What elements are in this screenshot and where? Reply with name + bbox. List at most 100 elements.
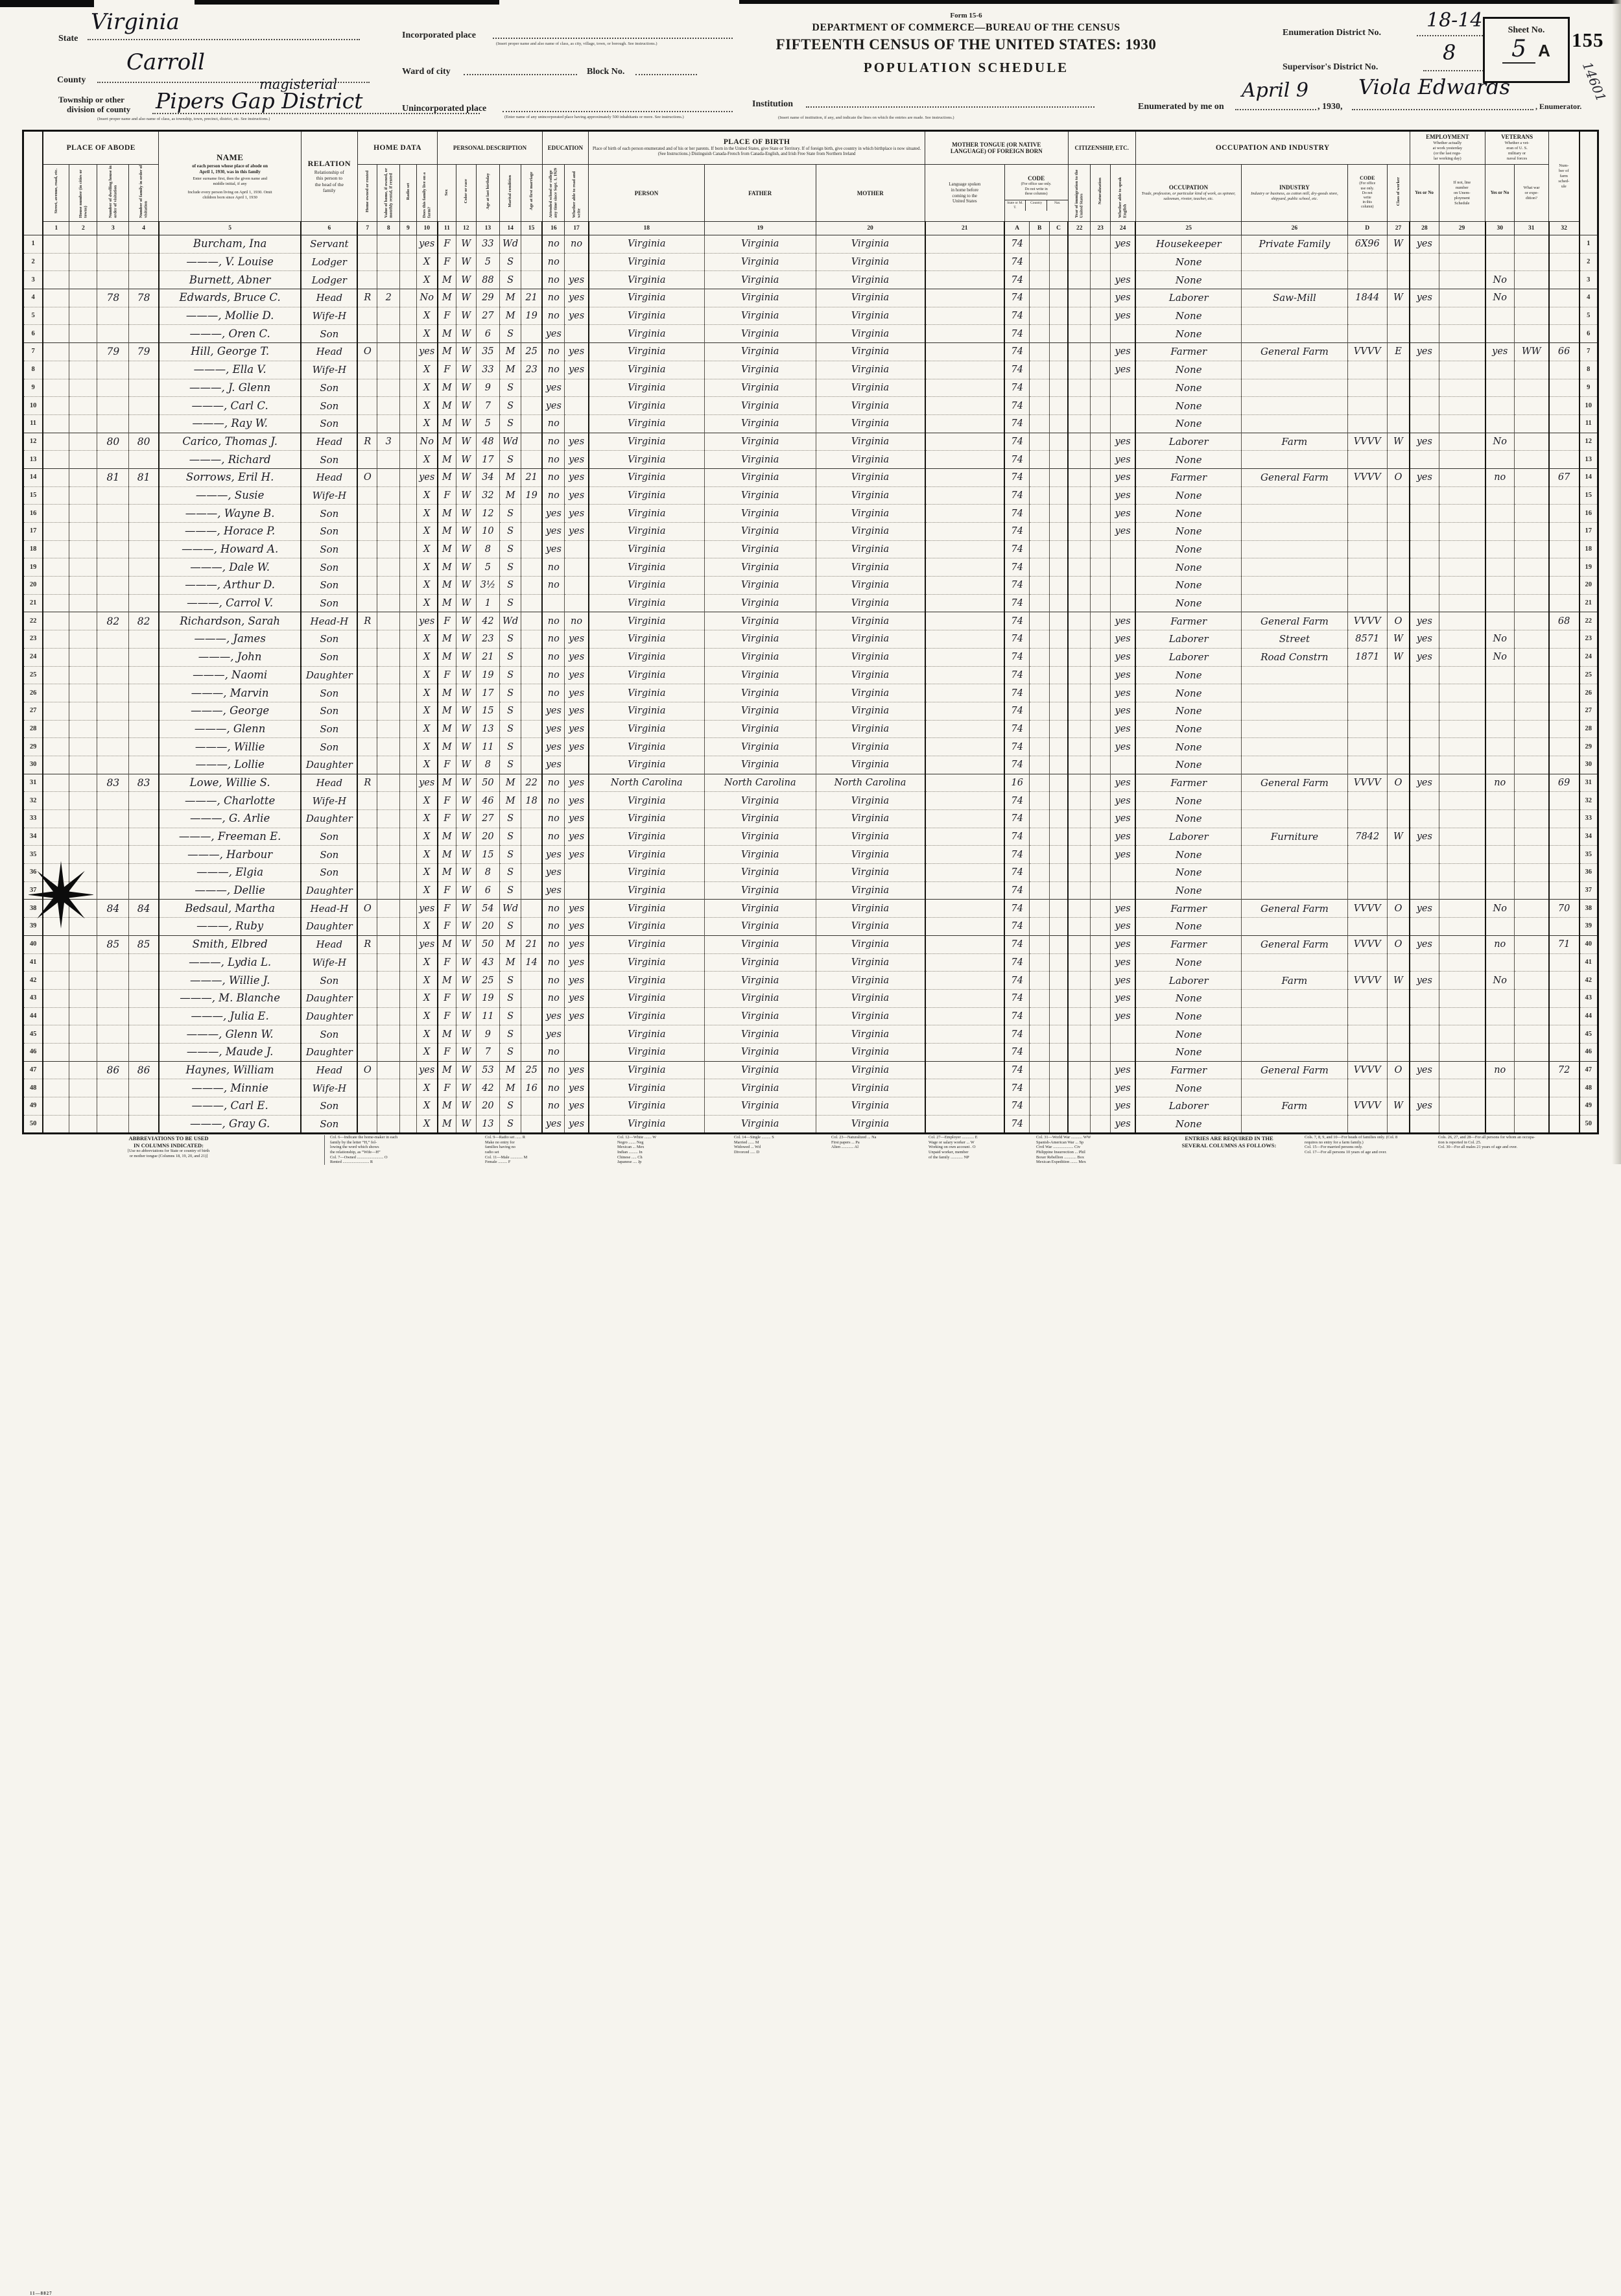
cell-age-first-marriage (520, 666, 543, 685)
cell-industry (1241, 307, 1348, 326)
cell-farm-schedule (1548, 324, 1580, 344)
cell-naturalization (1090, 737, 1111, 756)
cell-read-write: yes (564, 522, 589, 541)
cell-family-number (128, 486, 160, 505)
cell-farm: yes (416, 468, 438, 487)
cell-name: ———, Ruby (158, 917, 302, 936)
cell-street (42, 1079, 70, 1097)
cell-age-first-marriage (520, 522, 543, 541)
line-number: 41 (1578, 953, 1599, 972)
cell-occupation: None (1135, 845, 1242, 865)
cell-radio (399, 881, 417, 900)
cell-age-first-marriage (520, 702, 543, 721)
cell-school: no (541, 1079, 565, 1097)
cell-naturalization (1090, 899, 1111, 918)
cell-sex: F (437, 1043, 456, 1062)
footer-line: First papers ... Pa (831, 1140, 860, 1145)
cell-age: 11 (475, 1007, 501, 1026)
relation-desc: the head of the (314, 181, 344, 187)
cell-farm: X (416, 450, 438, 469)
footer-line: lowing the word which shows (330, 1145, 379, 1150)
cell-home-value (377, 1025, 401, 1044)
column-number: 20 (815, 221, 926, 235)
cell-read-write: yes (564, 307, 589, 326)
cell-birthplace-mother: Virginia (815, 1060, 926, 1080)
cell-industry (1241, 361, 1348, 379)
cell-unemployment-line (1438, 450, 1486, 469)
cell-farm: X (416, 558, 438, 577)
cell-class-of-worker: W (1386, 828, 1411, 846)
cell-read-write: yes (564, 1079, 589, 1097)
cell-farm: X (416, 666, 438, 685)
cell-race: W (455, 1115, 477, 1134)
column-number: 10 (416, 221, 438, 235)
cell-relation: Head (300, 342, 359, 361)
cell-read-write: yes (564, 486, 589, 505)
cell-code-c (1048, 953, 1069, 972)
cell-naturalization (1090, 791, 1111, 810)
footer-line: Unpaid worker, member (929, 1150, 969, 1155)
cell-relation: Head-H (300, 612, 359, 631)
cell-mother-tongue (925, 361, 1006, 379)
relation-title: RELATION (307, 158, 351, 168)
cell-immigration-year (1067, 307, 1091, 326)
cell-radio (399, 630, 417, 649)
cell-radio (399, 1060, 417, 1080)
cell-sex: M (437, 702, 456, 721)
cell-class-of-worker (1386, 809, 1411, 828)
cell-house-number (69, 791, 98, 810)
footer-col12: Col. 12—White ....... W Negro ....... Neg… (617, 1135, 724, 1165)
incorporated-place-line (493, 23, 733, 39)
group-home-data: HOME DATA (357, 130, 438, 165)
cell-race: W (455, 576, 477, 595)
cell-code-d (1347, 881, 1388, 900)
cell-school: no (541, 971, 565, 990)
cell-occupation: None (1135, 720, 1242, 739)
cell-dwelling-number (97, 307, 130, 326)
cell-class-of-worker: O (1386, 899, 1411, 918)
cell-sex: M (437, 289, 456, 307)
cell-home-owned: R (357, 773, 378, 793)
line-number: 25 (22, 666, 44, 685)
cell-radio (399, 935, 417, 954)
cell-name: ———, Elgia (158, 863, 302, 882)
cell-home-owned (357, 791, 378, 810)
column-number: 6 (300, 221, 359, 235)
cell-age: 53 (475, 1060, 501, 1080)
cell-home-owned (357, 504, 378, 523)
cell-family-number (128, 845, 160, 865)
cell-street (42, 828, 70, 846)
cell-code-d: VVVV (1347, 432, 1388, 451)
cell-sex: M (437, 396, 456, 415)
cell-unemployment-line (1438, 935, 1486, 954)
cell-family-number (128, 558, 160, 577)
cell-home-value (377, 1115, 401, 1134)
cell-mother-tongue (925, 720, 1006, 739)
cell-immigration-year (1067, 702, 1091, 721)
enumeration-date: April 9 (1242, 79, 1309, 102)
cell-home-value (377, 522, 401, 541)
line-number: 13 (22, 450, 44, 469)
cell-street (42, 289, 70, 307)
cell-birthplace-person: Virginia (588, 522, 705, 541)
cell-farm-schedule: 68 (1548, 612, 1580, 631)
cell-naturalization (1090, 1115, 1111, 1134)
cell-immigration-year (1067, 379, 1091, 398)
cell-class-of-worker (1386, 379, 1411, 398)
cell-code-b (1029, 379, 1050, 398)
footer-col9-11: Col. 9—Radio set ...... R Make no entry f… (485, 1135, 608, 1165)
cell-immigration-year (1067, 666, 1091, 685)
cell-war (1513, 414, 1550, 433)
cell-farm-schedule (1548, 432, 1580, 451)
cell-worked-yesterday (1409, 504, 1439, 523)
cell-unemployment-line (1438, 1043, 1486, 1062)
cell-code-d (1347, 324, 1388, 344)
footer-line: Spanish-American War ... Sp (1036, 1140, 1084, 1145)
cell-birthplace-person: Virginia (588, 702, 705, 721)
cell-code-c (1048, 379, 1069, 398)
line-number: 37 (22, 881, 44, 900)
cell-unemployment-line (1438, 756, 1486, 774)
cell-farm-schedule (1548, 881, 1580, 900)
